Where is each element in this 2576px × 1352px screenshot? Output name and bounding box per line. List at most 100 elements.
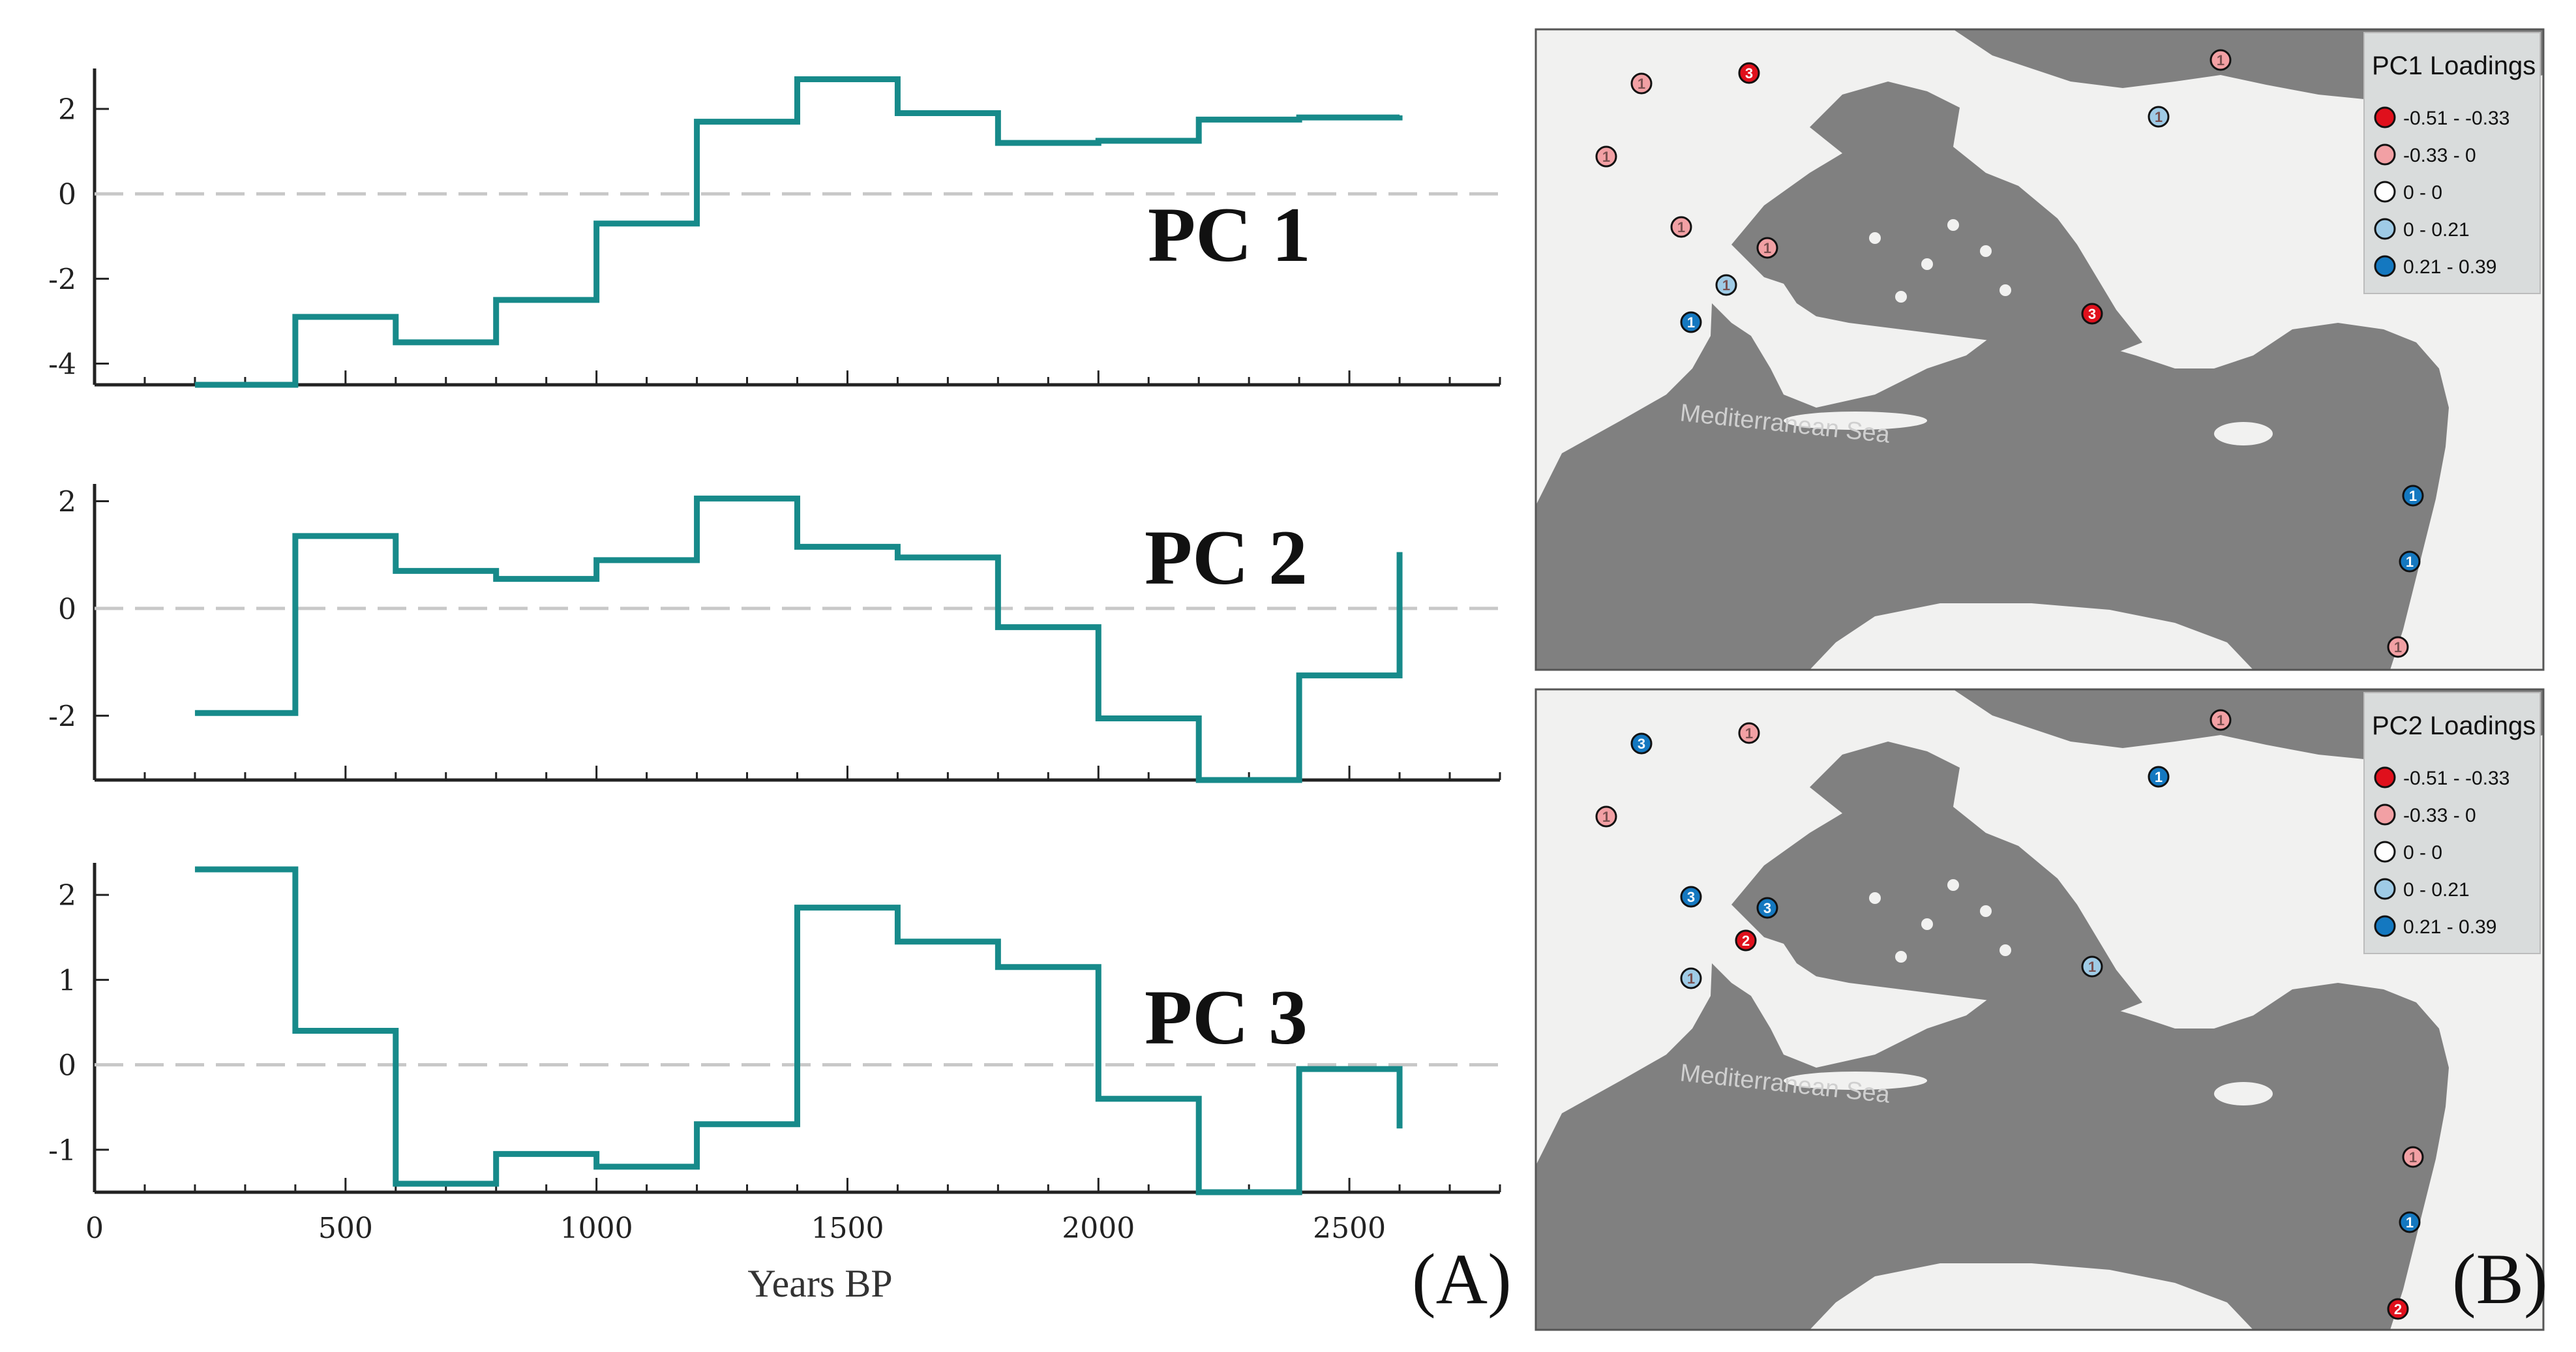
x-tick-label: 500 [318,1212,373,1245]
sea-label: Mediterranean Sea [1679,399,1892,449]
site-marker-label: 3 [2088,306,2096,322]
legend-swatch [2374,143,2396,166]
crete-island [1784,412,1927,430]
black-sea [1953,689,2543,761]
y-tick-label: 2 [58,93,76,127]
site-marker-label: 1 [1602,149,1610,165]
site-marker-label: 1 [2406,1214,2414,1231]
y-tick-label: -2 [48,263,76,296]
site-marker [2148,106,2170,128]
site-marker [1630,732,1653,755]
site-marker [1595,145,1617,168]
island [1947,879,1959,891]
series-line-pc3 [194,866,1403,1195]
pc-charts-panel-a: 2 0 -2 -4 PC 1 2 0 -2 PC 2 2 1 0 -1 PC 3 0 500 1000 1500 2… [48,68,1512,1319]
y-tick-label: 2 [58,485,76,518]
map-area: Mediterranean Sea [1536,29,2543,670]
site-marker-label: 3 [1745,65,1753,82]
legend-label: 0 - 0.21 [2403,879,2470,901]
island [1895,291,1907,303]
series-label: PC 1 [1148,191,1311,278]
series-line-pc1 [194,76,1403,388]
site-marker [2399,1211,2421,1233]
site-marker [1630,72,1653,95]
site-marker [1670,216,1692,238]
y-tick-label: 0 [58,1049,76,1083]
x-axis-title: Years BP [747,1262,892,1305]
land-area [1536,689,2543,1330]
x-tick-label: 0 [85,1212,104,1245]
site-marker-label: 2 [2394,1301,2402,1317]
legend-swatch [2374,915,2396,937]
island [1921,258,1933,270]
map-frame [1535,28,2545,671]
island [1947,219,1959,231]
y-tick-label: 0 [58,178,76,211]
legend-label: 0.21 - 0.39 [2403,256,2496,278]
y-tick-label: 2 [58,879,76,912]
map-2: Mediterranean Sea 3 1 1 1 1 3 3 2 1 1 1 1 2 PC2 Loadin… [1535,688,2545,1331]
site-marker [1595,805,1617,828]
legend-swatch [2374,255,2396,277]
site-marker-label: 1 [2406,554,2414,570]
legend-label: 0 - 0 [2403,182,2442,203]
site-marker-label: 1 [1687,314,1695,331]
panel-letter-a: (A) [1412,1239,1512,1319]
sea-label: Mediterranean Sea [1679,1059,1892,1109]
site-marker [2402,485,2424,507]
x-tick-label: 2000 [1062,1212,1135,1245]
series-line-pc2 [194,495,1403,783]
site-marker-label: 2 [1742,933,1750,949]
land-area [1536,29,2543,670]
site-marker [2209,49,2232,71]
legend-box [2363,32,2541,294]
site-marker-label: 1 [2217,52,2224,68]
site-marker-label: 1 [2155,109,2163,125]
site-marker [1715,274,1737,296]
x-tick-label: 1000 [560,1212,633,1245]
legend-swatch [2374,218,2396,240]
legend-label: 0.21 - 0.39 [2403,916,2496,938]
site-marker-label: 1 [1602,809,1610,825]
aegean-sea [1731,742,2142,1015]
site-marker-label: 1 [1745,725,1753,742]
island [1895,951,1907,963]
site-marker [1756,237,1778,259]
site-marker-label: 1 [2409,488,2417,504]
island [1999,284,2011,296]
legend-swatch [2374,878,2396,900]
map-1: Mediterranean Sea 3 1 1 1 1 1 1 1 1 3 1 1 1 PC1 Loadin… [1535,28,2545,671]
legend-swatch [2374,804,2396,826]
site-marker [1756,897,1778,919]
y-tick-label: 0 [58,593,76,626]
site-marker-label: 1 [2409,1149,2417,1165]
site-marker-label: 1 [1677,219,1685,235]
crete-island [1784,1072,1927,1090]
series-label: PC 3 [1145,974,1308,1060]
site-marker [2399,550,2421,573]
island [1869,892,1881,904]
legend-label: -0.33 - 0 [2403,805,2476,826]
x-tick-label: 1500 [811,1212,884,1245]
site-marker [2081,955,2103,978]
site-marker [1680,886,1702,908]
legend-box [2363,692,2541,954]
legend-label: -0.33 - 0 [2403,145,2476,166]
site-marker [2081,303,2103,325]
site-marker-label: 1 [2155,769,2163,785]
legend-title: PC1 Loadings [2372,52,2536,80]
map-area: Mediterranean Sea [1536,689,2543,1330]
island [1921,918,1933,930]
y-tick-label: 1 [58,964,76,997]
legend-label: -0.51 - -0.33 [2403,768,2509,789]
legend-label: 0 - 0 [2403,842,2442,864]
island [1869,232,1881,244]
legend-title: PC2 Loadings [2372,712,2536,740]
site-marker [1738,62,1760,84]
legend-label: -0.51 - -0.33 [2403,108,2509,129]
site-marker [1680,967,1702,989]
site-marker-label: 3 [1638,736,1645,752]
map-frame [1535,688,2545,1331]
legend-swatch [2374,181,2396,203]
island [1980,245,1992,257]
